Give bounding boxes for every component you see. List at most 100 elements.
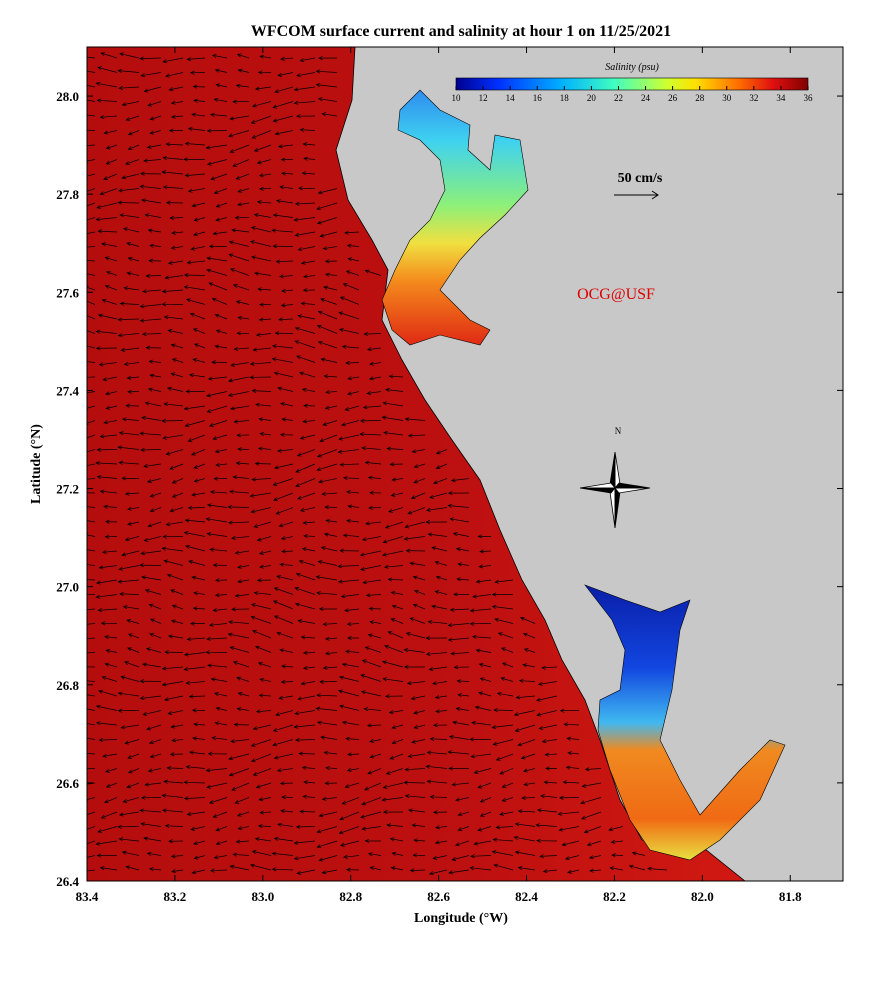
current-arrow xyxy=(281,171,294,176)
current-arrow xyxy=(232,475,250,480)
current-arrow xyxy=(206,159,228,166)
current-arrow xyxy=(161,289,184,294)
current-arrow xyxy=(144,782,162,787)
colorbar-tick-label: 16 xyxy=(533,93,543,103)
current-arrow xyxy=(320,357,338,363)
current-arrow xyxy=(281,288,294,293)
current-arrow xyxy=(404,417,426,422)
current-arrow xyxy=(235,83,250,88)
current-arrow xyxy=(337,579,360,584)
current-arrow xyxy=(256,578,272,583)
current-arrow xyxy=(299,127,316,132)
current-arrow xyxy=(431,546,448,552)
current-arrow xyxy=(342,854,360,859)
current-arrow xyxy=(253,591,272,596)
current-arrow xyxy=(228,753,250,761)
current-arrow xyxy=(273,836,294,842)
current-arrow xyxy=(412,853,426,858)
current-arrow xyxy=(317,188,338,195)
current-arrow xyxy=(183,666,206,672)
current-arrow xyxy=(188,560,206,566)
current-arrow xyxy=(272,244,294,249)
current-arrow xyxy=(183,652,206,657)
current-arrow xyxy=(272,213,294,218)
current-arrow xyxy=(141,332,162,337)
current-arrow xyxy=(167,634,184,639)
current-arrow xyxy=(191,492,206,497)
current-arrow xyxy=(259,302,272,307)
current-arrow xyxy=(302,794,316,799)
current-arrow xyxy=(212,231,228,236)
current-arrow xyxy=(149,753,162,759)
current-arrow xyxy=(405,632,426,639)
current-arrow xyxy=(211,53,228,59)
current-arrow xyxy=(98,689,118,697)
current-arrow xyxy=(171,869,184,874)
current-arrow xyxy=(543,780,558,785)
current-arrow xyxy=(215,462,228,467)
current-arrow xyxy=(258,417,272,422)
current-arrow xyxy=(87,361,96,363)
current-arrow xyxy=(497,632,514,639)
current-arrow xyxy=(345,360,360,365)
current-arrow xyxy=(186,811,206,817)
current-arrow xyxy=(324,272,338,277)
current-arrow xyxy=(237,188,250,193)
current-arrow xyxy=(213,188,228,194)
current-arrow xyxy=(117,317,140,322)
current-arrow xyxy=(470,753,492,759)
current-arrow xyxy=(457,826,470,831)
current-arrow xyxy=(192,84,206,89)
current-arrow xyxy=(249,240,272,247)
current-arrow xyxy=(139,563,162,568)
current-arrow xyxy=(105,144,118,150)
current-arrow xyxy=(236,53,250,59)
current-arrow xyxy=(193,463,206,469)
current-arrow xyxy=(205,517,228,523)
current-arrow xyxy=(208,282,228,291)
current-arrow xyxy=(120,675,140,682)
current-arrow xyxy=(235,300,250,305)
current-arrow xyxy=(501,782,514,788)
current-arrow xyxy=(87,478,96,480)
current-arrow xyxy=(272,739,294,747)
current-arrow xyxy=(647,866,668,871)
current-arrow xyxy=(342,475,360,481)
current-arrow xyxy=(390,492,404,497)
current-arrow xyxy=(324,259,338,264)
current-arrow xyxy=(192,328,206,334)
current-arrow xyxy=(95,704,118,711)
frame xyxy=(86,46,844,882)
current-arrow xyxy=(118,811,140,817)
current-arrow xyxy=(141,289,162,294)
current-arrow xyxy=(275,199,294,204)
current-arrow xyxy=(250,739,272,747)
current-arrow xyxy=(469,608,492,613)
current-arrow xyxy=(169,463,184,470)
current-arrow xyxy=(140,795,162,800)
current-arrow xyxy=(413,463,426,469)
current-arrow xyxy=(434,560,448,566)
current-arrow xyxy=(413,710,426,715)
current-arrow xyxy=(255,709,272,714)
current-arrow xyxy=(381,797,404,802)
current-arrow xyxy=(567,751,580,756)
compass-label: N xyxy=(615,426,622,436)
current-arrow xyxy=(104,797,118,804)
current-arrow xyxy=(251,388,272,393)
current-arrow xyxy=(193,343,206,349)
current-arrow xyxy=(297,492,316,500)
current-arrow xyxy=(250,255,272,262)
current-arrow xyxy=(297,619,316,624)
current-arrow xyxy=(319,231,338,238)
current-arrow xyxy=(628,864,646,871)
current-arrow xyxy=(125,159,140,165)
current-arrow xyxy=(144,213,162,218)
current-arrow xyxy=(517,739,536,747)
current-arrow xyxy=(149,373,162,378)
current-arrow xyxy=(255,782,272,789)
current-arrow xyxy=(252,347,272,352)
current-arrow xyxy=(161,681,184,687)
current-arrow xyxy=(302,666,316,671)
current-arrow xyxy=(127,506,140,511)
